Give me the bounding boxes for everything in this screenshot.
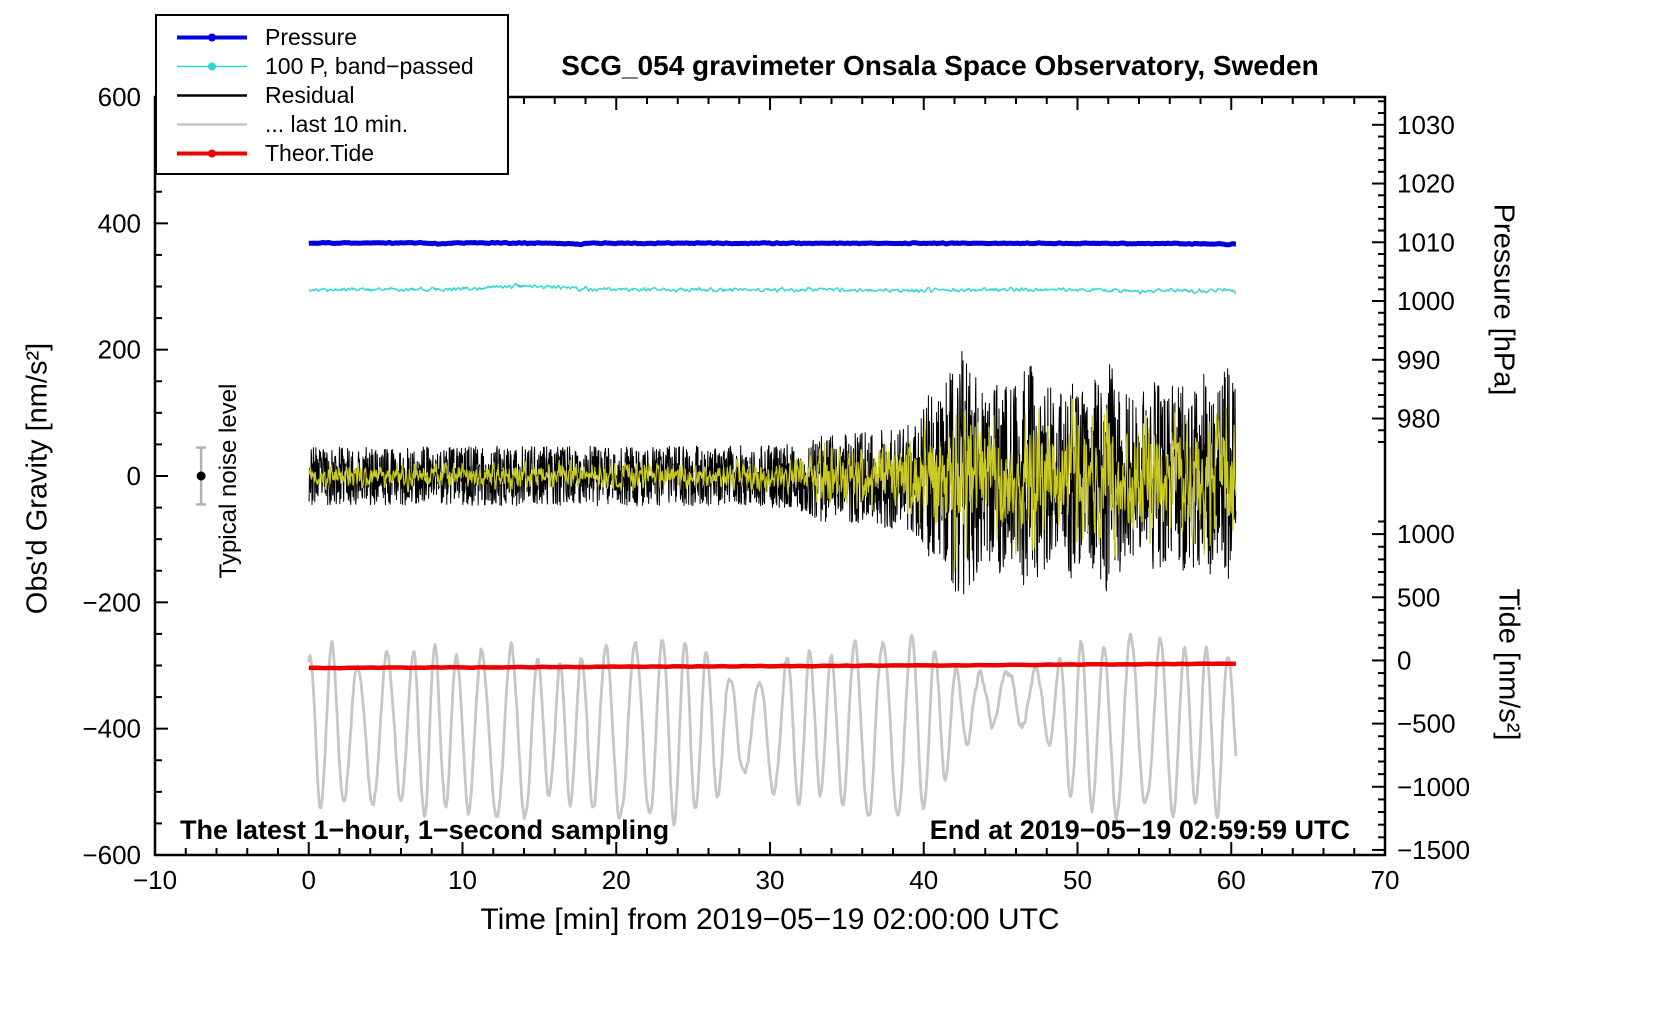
svg-text:40: 40 — [909, 865, 938, 895]
noise-level-dot — [196, 471, 206, 481]
svg-text:1020: 1020 — [1397, 169, 1455, 199]
legend-label-last10min: ... last 10 min. — [265, 111, 409, 137]
svg-text:500: 500 — [1397, 582, 1440, 612]
svg-text:−600: −600 — [82, 840, 141, 870]
series-layer — [307, 239, 1238, 827]
svg-text:−1000: −1000 — [1397, 772, 1470, 802]
svg-text:−1500: −1500 — [1397, 835, 1470, 865]
legend-label-pressure: Pressure — [265, 24, 358, 50]
legend-label-theortide: Theor.Tide — [265, 140, 375, 166]
series-residual — [308, 351, 1237, 595]
svg-text:−200: −200 — [82, 587, 141, 617]
tide-axis-label: Tide [nm/s²] — [1492, 588, 1525, 741]
series-pressure — [307, 239, 1238, 248]
svg-text:10: 10 — [448, 865, 477, 895]
svg-text:200: 200 — [98, 335, 141, 365]
series-residual-bandpassed — [308, 398, 1237, 572]
svg-text:1000: 1000 — [1397, 519, 1455, 549]
svg-text:0: 0 — [1397, 645, 1411, 675]
svg-text:0: 0 — [302, 865, 316, 895]
series-theor-tide — [308, 661, 1236, 671]
svg-text:980: 980 — [1397, 404, 1440, 434]
residual-line-icon — [177, 94, 247, 97]
svg-text:990: 990 — [1397, 345, 1440, 375]
pressure-axis-label: Pressure [hPa] — [1487, 203, 1520, 396]
chart-title: SCG_054 gravimeter Onsala Space Observat… — [561, 50, 1319, 81]
legend-item-residual: Residual — [173, 81, 501, 110]
series-residual-last-10-min — [307, 632, 1238, 827]
svg-text:1030: 1030 — [1397, 110, 1455, 140]
svg-text:0: 0 — [127, 461, 141, 491]
sampling-note: The latest 1−hour, 1−second sampling — [180, 815, 670, 845]
theortide-line-icon — [177, 149, 247, 158]
svg-text:−400: −400 — [82, 714, 141, 744]
svg-text:−10: −10 — [133, 865, 177, 895]
svg-text:400: 400 — [98, 208, 141, 238]
legend-item-last10min: ... last 10 min. — [173, 110, 501, 139]
axis-ticks — [154, 96, 1386, 856]
legend-item-pressure: Pressure — [173, 23, 501, 52]
svg-text:600: 600 — [98, 82, 141, 112]
svg-text:30: 30 — [756, 865, 785, 895]
legend-item-theortide: Theor.Tide — [173, 139, 501, 168]
noise-level-label: Typical noise level — [215, 383, 242, 579]
x-axis-label: Time [min] from 2019−05−19 02:00:00 UTC — [480, 903, 1060, 936]
series-pressure-bandpassed — [308, 282, 1237, 295]
legend-label-bandpassed: 100 P, band−passed — [265, 53, 474, 79]
svg-text:60: 60 — [1217, 865, 1246, 895]
legend: Pressure 100 P, band−passed Residual ...… — [155, 14, 509, 175]
left-axis-label: Obs'd Gravity [nm/s²] — [21, 342, 54, 615]
svg-text:1000: 1000 — [1397, 286, 1455, 316]
svg-text:−500: −500 — [1397, 709, 1456, 739]
legend-item-bandpassed: 100 P, band−passed — [173, 52, 501, 81]
legend-label-residual: Residual — [265, 82, 355, 108]
end-time-note: End at 2019−05−19 02:59:59 UTC — [929, 815, 1350, 845]
svg-text:70: 70 — [1371, 865, 1400, 895]
pressure-line-icon — [177, 33, 247, 42]
noise-level-marker — [196, 446, 207, 506]
svg-text:20: 20 — [602, 865, 631, 895]
svg-text:1010: 1010 — [1397, 227, 1455, 257]
bandpassed-line-icon — [177, 62, 247, 71]
last10min-line-icon — [177, 123, 247, 126]
svg-text:50: 50 — [1063, 865, 1092, 895]
